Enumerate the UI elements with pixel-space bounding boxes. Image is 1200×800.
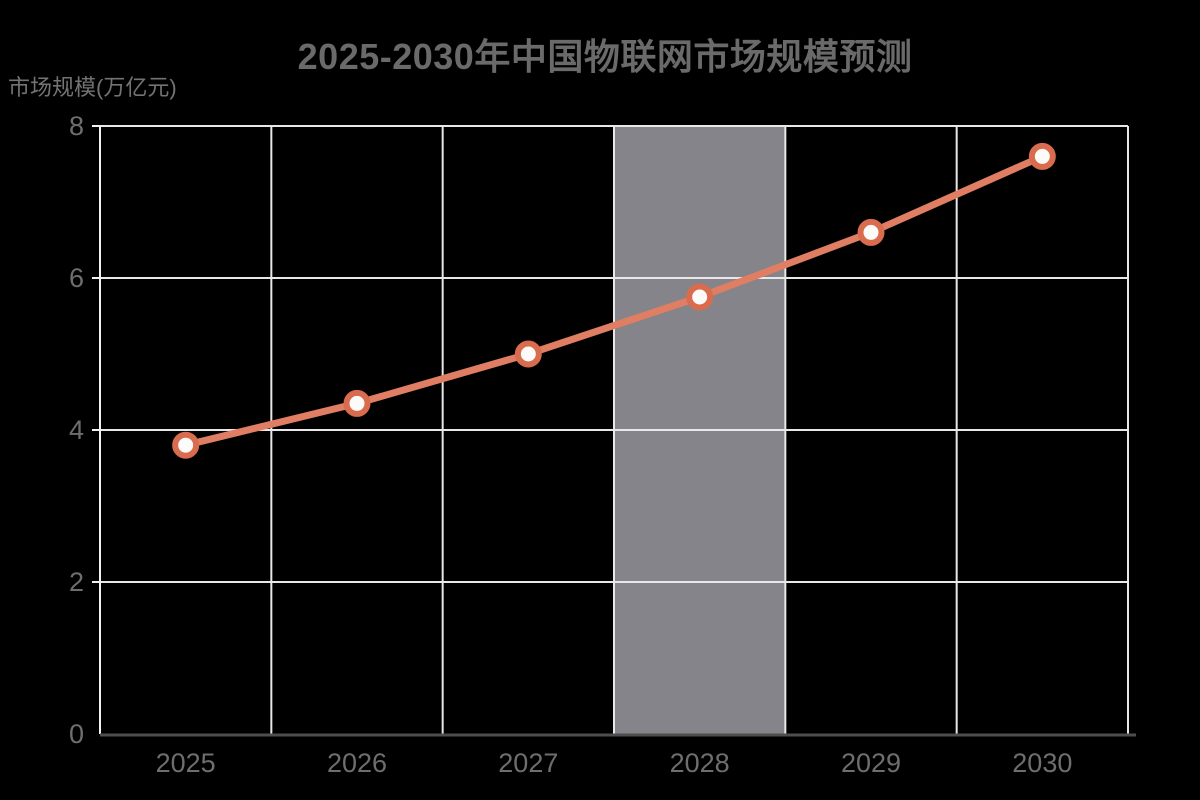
trend-line (182, 152, 1046, 449)
x-tick-label: 2028 (670, 748, 730, 778)
y-tick-label: 2 (69, 567, 84, 597)
x-tick-label: 2025 (156, 748, 216, 778)
y-axis-unit-label: 市场规模(万亿元) (8, 75, 177, 100)
data-point-marker (514, 340, 542, 368)
data-point-marker (343, 389, 371, 417)
x-tick-label: 2027 (498, 748, 558, 778)
x-tick-label: 2030 (1012, 748, 1072, 778)
data-point-marker (1028, 142, 1056, 170)
x-tick-label: 2026 (327, 748, 387, 778)
data-point-marker (172, 431, 200, 459)
y-tick-label: 4 (69, 415, 84, 445)
data-point-marker (686, 283, 714, 311)
chart-title: 2025-2030年中国物联网市场规模预测 (297, 36, 913, 77)
y-tick-label: 6 (69, 263, 84, 293)
data-point-marker (857, 218, 885, 246)
y-tick-label: 0 (69, 719, 84, 749)
y-tick-label: 8 (69, 111, 84, 141)
x-tick-label: 2029 (841, 748, 901, 778)
